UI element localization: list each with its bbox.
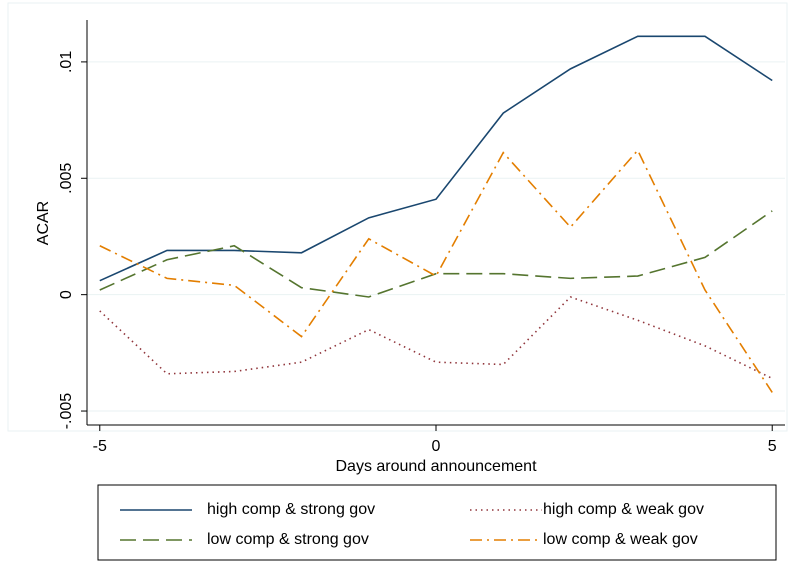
legend-label: low comp & weak gov xyxy=(543,531,698,548)
legend-label: high comp & strong gov xyxy=(207,501,375,518)
x-tick-label: 5 xyxy=(768,438,777,455)
plot-frame xyxy=(7,2,788,432)
series-line xyxy=(99,148,773,393)
legend-box xyxy=(97,484,777,561)
y-tick-label: .005 xyxy=(58,163,75,194)
x-tick-label: -5 xyxy=(93,438,107,455)
y-tick-label: -.005 xyxy=(58,393,75,430)
y-axis-label: ACAR xyxy=(35,201,52,245)
y-tick-label: 0 xyxy=(58,290,75,299)
series-line xyxy=(99,210,773,298)
x-tick-label: 0 xyxy=(432,438,441,455)
legend-label: low comp & strong gov xyxy=(207,531,369,548)
series-line xyxy=(99,35,773,282)
x-axis-label: Days around announcement xyxy=(335,458,537,475)
legend-label: high comp & weak gov xyxy=(543,501,704,518)
y-tick-label: .01 xyxy=(58,51,75,73)
series-line xyxy=(99,296,773,380)
